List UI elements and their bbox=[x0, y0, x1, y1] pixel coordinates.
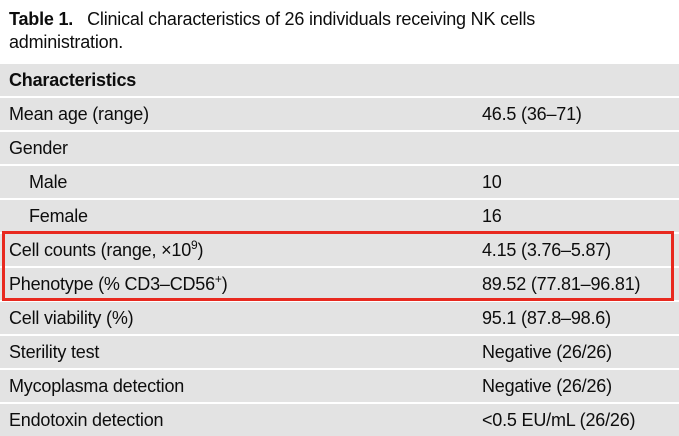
row-value: 89.52 (77.81–96.81) bbox=[482, 273, 641, 294]
table-caption-number: Table 1. bbox=[9, 9, 74, 29]
table-row-cell-counts: Cell counts (range, ×109) 4.15 (3.76–5.8… bbox=[0, 234, 679, 266]
row-value: 46.5 (36–71) bbox=[482, 103, 582, 124]
row-label: Phenotype (% CD3–CD56 bbox=[9, 273, 215, 294]
table-row-gender: Gender bbox=[0, 132, 679, 164]
table-row-mycoplasma: Mycoplasma detection Negative (26/26) bbox=[0, 370, 679, 402]
row-label: Sterility test bbox=[9, 341, 100, 362]
row-label: Endotoxin detection bbox=[9, 409, 164, 430]
table-caption-text: Clinical characteristics of 26 individua… bbox=[9, 9, 536, 52]
row-value: <0.5 EU/mL (26/26) bbox=[482, 409, 636, 430]
table-row-female: Female 16 bbox=[0, 200, 679, 232]
table-row-cell-viability: Cell viability (%) 95.1 (87.8–98.6) bbox=[0, 302, 679, 334]
row-value: 10 bbox=[482, 171, 502, 192]
table-row-endotoxin: Endotoxin detection <0.5 EU/mL (26/26) bbox=[0, 404, 679, 436]
row-value: 16 bbox=[482, 205, 502, 226]
row-value: 95.1 (87.8–98.6) bbox=[482, 307, 611, 328]
clinical-characteristics-table: Characteristics Mean age (range) 46.5 (3… bbox=[0, 64, 679, 436]
table-header-row: Characteristics bbox=[0, 64, 679, 96]
table-caption: Table 1. Clinical characteristics of 26 i… bbox=[0, 0, 679, 54]
row-label: Mean age (range) bbox=[9, 103, 149, 124]
row-value: Negative (26/26) bbox=[482, 341, 612, 362]
row-label: Female bbox=[29, 205, 88, 226]
table-row-sterility-test: Sterility test Negative (26/26) bbox=[0, 336, 679, 368]
table-row-mean-age: Mean age (range) 46.5 (36–71) bbox=[0, 98, 679, 130]
row-label: Male bbox=[29, 171, 68, 192]
table-header-label: Characteristics bbox=[9, 69, 137, 90]
table-row-phenotype: Phenotype (% CD3–CD56+) 89.52 (77.81–96.… bbox=[0, 268, 679, 300]
superscript-9: 9 bbox=[191, 237, 198, 252]
row-label: Cell viability (%) bbox=[9, 307, 134, 328]
row-label: Mycoplasma detection bbox=[9, 375, 185, 396]
table-row-male: Male 10 bbox=[0, 166, 679, 198]
row-label: Gender bbox=[9, 137, 68, 158]
row-label: Cell counts (range, ×10 bbox=[9, 239, 192, 260]
superscript-plus: + bbox=[214, 271, 222, 286]
row-value: Negative (26/26) bbox=[482, 375, 612, 396]
row-value: 4.15 (3.76–5.87) bbox=[482, 239, 611, 260]
